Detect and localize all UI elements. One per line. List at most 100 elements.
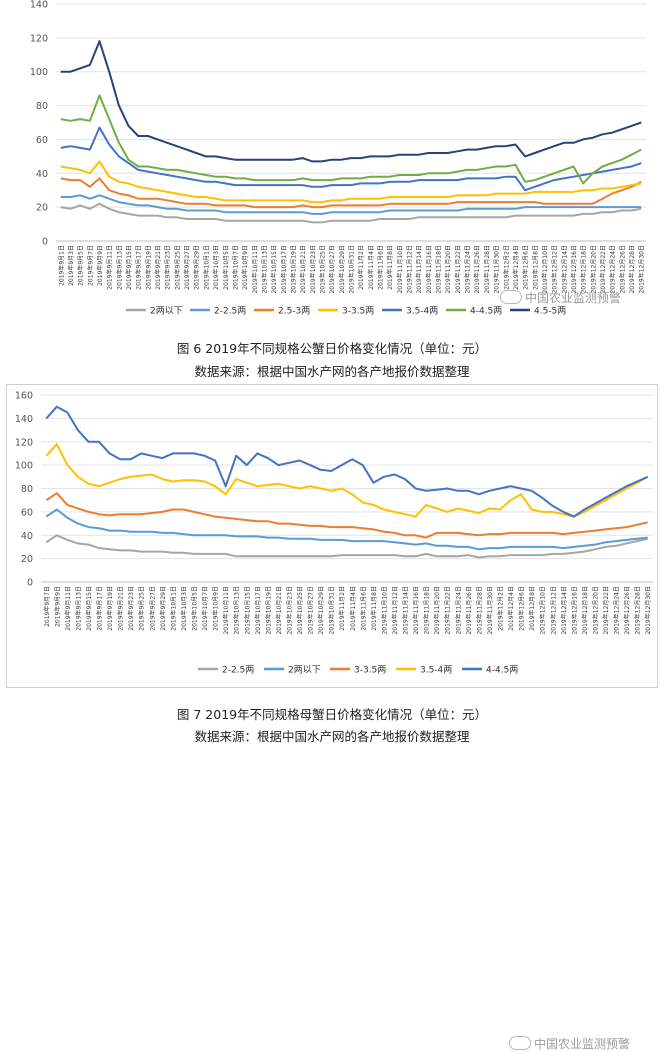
x-tick-label: 2019年9月25日 (173, 245, 181, 290)
x-tick-label: 2019年12月6日 (522, 245, 530, 290)
x-tick-label: 2019年11月8日 (370, 586, 378, 631)
y-tick-label: 0 (42, 237, 48, 248)
legend-label: 3-3.5两 (354, 665, 386, 676)
series-line-1 (45, 508, 648, 551)
y-tick-label: 140 (30, 0, 48, 11)
x-tick-label: 2019年10月27日 (307, 586, 315, 635)
x-tick-label: 2019年12月18日 (581, 586, 589, 635)
series-line-0 (45, 534, 648, 559)
x-tick-label: 2019年9月7日 (43, 586, 51, 627)
x-tick-label: 2019年9月29日 (159, 586, 167, 631)
x-tick-label: 2019年12月12日 (551, 245, 559, 294)
legend-label: 2两以下 (288, 665, 321, 676)
x-tick-label: 2019年10月15日 (270, 245, 278, 294)
x-tick-label: 2019年12月16日 (570, 586, 578, 635)
x-tick-label: 2019年11月30日 (486, 586, 494, 635)
figure-caption: 图 7 2019年不同规格母蟹日价格变化情况（单位：元） (176, 707, 488, 722)
x-tick-label: 2019年9月21日 (154, 245, 162, 290)
y-tick-label: 120 (15, 437, 33, 448)
series-line-3 (45, 443, 649, 518)
x-tick-label: 2019年11月14日 (402, 586, 410, 635)
y-tick-label: 140 (15, 414, 33, 425)
x-tick-label: 2019年11月6日 (359, 586, 367, 631)
x-tick-label: 2019年12月30日 (638, 245, 646, 294)
y-tick-label: 100 (30, 67, 48, 78)
x-tick-label: 2019年11月18日 (423, 586, 431, 635)
x-tick-label: 2019年11月20日 (444, 245, 452, 294)
x-tick-label: 2019年10月3日 (180, 586, 188, 631)
legend-item: 2-2.5两 (198, 665, 254, 676)
x-tick-label: 2019年10月11日 (222, 586, 230, 635)
x-tick-label: 2019年12月8日 (531, 245, 539, 290)
watermark-text: 中国农业监测预警 (534, 1037, 631, 1051)
series-line-0 (60, 202, 642, 224)
y-tick-label: 40 (36, 169, 48, 180)
y-tick-label: 20 (36, 203, 48, 214)
y-tick-label: 0 (27, 578, 33, 589)
x-tick-label: 2019年10月7日 (231, 245, 239, 290)
x-tick-label: 2019年11月4日 (367, 245, 375, 290)
x-tick-label: 2019年10月23日 (309, 245, 317, 294)
x-tick-label: 2019年10月5日 (191, 586, 199, 631)
legend-label: 2-2.5两 (222, 665, 254, 676)
x-tick-label: 2019年10月29日 (317, 586, 325, 635)
x-tick-label: 2019年11月10日 (380, 586, 388, 635)
legend-item: 4-4.5两 (462, 665, 518, 676)
x-tick-label: 2019年12月16日 (570, 245, 578, 294)
x-tick-label: 2019年10月29日 (338, 245, 346, 294)
legend-label: 2-2.5两 (214, 306, 246, 317)
x-tick-label: 2019年9月17日 (96, 586, 104, 631)
x-tick-label: 2019年9月19日 (144, 245, 152, 290)
x-tick-label: 2019年10月7日 (201, 586, 209, 631)
series-line-1 (60, 194, 642, 215)
x-tick-label: 2019年9月15日 (125, 245, 133, 290)
x-tick-label: 2019年10月9日 (212, 586, 220, 631)
legend-item: 2-2.5两 (190, 306, 246, 317)
x-tick-label: 2019年9月25日 (138, 586, 146, 631)
x-tick-label: 2019年10月11日 (251, 245, 259, 294)
legend-item: 2两以下 (264, 665, 321, 676)
x-tick-label: 2019年9月1日 (57, 245, 65, 286)
figure-caption: 图 6 2019年不同规格公蟹日价格变化情况（单位：元） (176, 341, 488, 356)
x-tick-label: 2019年11月16日 (412, 586, 420, 635)
x-tick-label: 2019年9月9日 (96, 245, 104, 286)
x-tick-label: 2019年12月8日 (528, 586, 536, 631)
x-tick-label: 2019年12月20日 (591, 586, 599, 635)
x-tick-label: 2019年12月20日 (589, 245, 597, 294)
legend-label: 4-4.5两 (486, 665, 518, 676)
x-tick-label: 2019年12月18日 (580, 245, 588, 294)
legend-item: 4.5-5两 (510, 306, 566, 317)
x-tick-label: 2019年11月2日 (357, 245, 365, 290)
legend-label: 4.5-5两 (534, 306, 566, 317)
x-tick-label: 2019年12月12日 (549, 586, 557, 635)
x-tick-label: 2019年10月9日 (241, 245, 249, 290)
x-tick-label: 2019年12月6日 (518, 586, 526, 631)
x-tick-label: 2019年10月1日 (169, 586, 177, 631)
series-line-2 (60, 177, 642, 209)
x-tick-label: 2019年10月17日 (254, 586, 262, 635)
x-tick-label: 2019年10月5日 (222, 245, 230, 290)
x-tick-label: 2019年9月13日 (74, 586, 82, 631)
chart-panel-female-crab: 0 20 40 60 80 100 120 140 160 2019年9月7日 2019年9月9日 2… (6, 384, 658, 1051)
legend-label: 3.5-4两 (406, 306, 438, 317)
x-tick-label: 2019年12月28日 (634, 586, 642, 635)
legend-item: 2两以下 (126, 306, 183, 317)
x-tick-label: 2019年11月16日 (425, 245, 433, 294)
y-tick-label: 20 (21, 554, 33, 565)
x-tick-label: 2019年12月10日 (541, 245, 549, 294)
x-tick-label: 2019年11月28日 (483, 245, 491, 294)
series-line-4 (45, 405, 649, 518)
x-tick-label: 2019年10月31日 (348, 245, 356, 294)
y-tick-label: 100 (15, 461, 33, 472)
x-tick-label: 2019年12月24日 (609, 245, 617, 294)
x-tick-label: 2019年11月8日 (386, 245, 394, 290)
x-tick-label: 2019年10月25日 (318, 245, 326, 294)
y-tick-label: 60 (36, 135, 48, 146)
x-tick-label: 2019年10月27日 (328, 245, 336, 294)
x-tick-label: 2019年10月21日 (299, 245, 307, 294)
y-tick-label: 160 (15, 391, 33, 402)
x-tick-label: 2019年10月19日 (264, 586, 272, 635)
x-tick-label: 2019年9月11日 (106, 245, 114, 290)
x-tick-label: 2019年11月12日 (406, 245, 414, 294)
x-tick-label: 2019年12月26日 (618, 245, 626, 294)
